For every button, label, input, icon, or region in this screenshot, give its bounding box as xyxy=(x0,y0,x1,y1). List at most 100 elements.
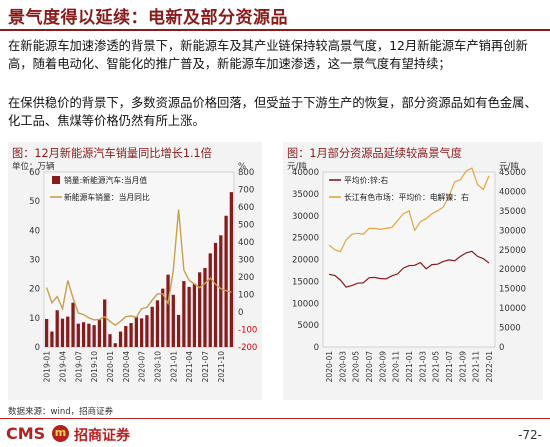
chart-1-bar xyxy=(103,299,107,347)
paragraph-2: 在保供稳价的背景下，多数资源品价格回落，但受益于下游生产的恢复，部分资源品如有色… xyxy=(8,96,537,128)
cms-badge-icon: m xyxy=(52,425,69,442)
cms-logo: CMS xyxy=(6,424,46,443)
data-source: 数据来源：wind，招商证券 xyxy=(8,407,114,417)
chart-1-bar xyxy=(203,267,207,347)
chart-1-bar xyxy=(129,323,133,347)
chart-1-right-tick: 200 xyxy=(238,273,254,283)
chart-1-x-tick: 2021-10 xyxy=(217,351,226,383)
chart-1-x-tick: 2019-07 xyxy=(74,351,83,383)
chart-1-x-tick: 2019-04 xyxy=(58,351,67,383)
chart-1-left-tick: 40 xyxy=(29,226,40,236)
chart-2-left-tick: 5000 xyxy=(297,321,319,331)
chart-1-bar xyxy=(161,288,165,347)
chart-2-right-tick: 0 xyxy=(499,343,504,353)
chart-1-left-tick: 60 xyxy=(29,168,40,178)
chart-2-right-tick: 10000 xyxy=(499,304,526,314)
chart-2-left-tick: 25000 xyxy=(292,234,319,244)
chart-1-right-tick: -100 xyxy=(238,326,257,336)
chart-1-bar xyxy=(176,314,181,347)
chart-resource-prices: 图：1月部分资源品延续较高景气度 元/吨 元/吨 0 5000 10000 15000 20… xyxy=(283,142,543,400)
chart-1-left-unit: 单位：万辆 xyxy=(12,161,55,172)
chart-1-bar xyxy=(187,286,191,347)
chart-1-right-tick: 100 xyxy=(238,291,254,301)
chart-1-legend-bar-swatch xyxy=(52,176,60,184)
chart-1-bar xyxy=(92,325,96,347)
chart-2-nickel-line xyxy=(328,167,490,253)
chart-1-title: 图：12月新能源汽车销量同比增长1.1倍 xyxy=(12,147,212,160)
chart-2-left-unit: 元/吨 xyxy=(287,161,307,172)
chart-2-legend-nickel-label: 长江有色市场：平均价：电解镍：右 xyxy=(344,192,469,202)
chart-1-bar xyxy=(208,253,212,347)
chart-2-x-tick: 2020-05 xyxy=(352,351,361,383)
chart-1-left-tick: 0 xyxy=(35,343,40,353)
chart-2-left-tick: 35000 xyxy=(292,190,319,200)
chart-1-left-tick: 30 xyxy=(29,256,40,266)
chart-1-x-tick: 2019-01 xyxy=(43,351,52,383)
chart-2-left-tick: 30000 xyxy=(292,212,319,222)
chart-1-bar xyxy=(182,281,186,347)
chart-1-bar xyxy=(55,310,59,347)
chart-1-bar xyxy=(145,315,149,347)
chart-1-left-tick: 20 xyxy=(29,285,40,295)
chart-2-x-tick: 2021-09 xyxy=(458,351,467,383)
title-underline xyxy=(0,29,550,31)
chart-2-x-tick: 2022-01 xyxy=(485,351,494,383)
chart-2-left-tick: 20000 xyxy=(292,256,319,266)
chart-2-left-tick: 15000 xyxy=(292,277,319,287)
chart-1-x-tick: 2021-07 xyxy=(201,351,210,383)
chart-1-right-tick: -200 xyxy=(238,343,257,353)
badge-glyph: m xyxy=(54,426,67,439)
chart-1-right-tick: 600 xyxy=(238,203,254,213)
chart-1-right-tick: 400 xyxy=(238,238,254,248)
footer-divider xyxy=(0,418,550,419)
chart-2-x-tick: 2020-01 xyxy=(325,351,334,383)
chart-1-bar xyxy=(219,235,223,347)
chart-1-x-tick: 2020-01 xyxy=(106,351,115,383)
chart-2-x-tick: 2021-05 xyxy=(432,351,441,383)
chart-1-x-tick: 2021-01 xyxy=(169,351,178,383)
chart-1-bar xyxy=(81,322,86,347)
chart-2-left-tick: 40000 xyxy=(292,168,319,178)
chart-2-right-tick: 20000 xyxy=(499,265,526,275)
title-bar: 景气度得以延续：电新及部分资源品 xyxy=(0,0,550,31)
chart-1-x-tick: 2020-04 xyxy=(122,351,131,383)
page-title: 景气度得以延续：电新及部分资源品 xyxy=(8,8,288,28)
chart-2-right-tick: 30000 xyxy=(499,226,526,236)
chart-2-right-tick: 5000 xyxy=(499,324,521,334)
chart-2-right-tick: 40000 xyxy=(499,187,526,197)
chart-1-bar xyxy=(97,319,102,347)
chart-2-title: 图：1月部分资源品延续较高景气度 xyxy=(287,147,462,160)
chart-1-bar xyxy=(66,316,70,347)
chart-1-bar xyxy=(155,300,160,347)
chart-1-bar xyxy=(140,318,144,347)
chart-1-left-tick: 50 xyxy=(29,197,40,207)
chart-1-bar xyxy=(45,319,49,347)
chart-1-right-tick: 0 xyxy=(238,308,243,318)
chart-1-bar xyxy=(150,306,154,347)
chart-1-bar xyxy=(192,283,197,347)
chart-2-x-tick: 2021-03 xyxy=(418,351,427,383)
chart-1-bar xyxy=(60,318,65,347)
chart-2-x-tick: 2021-01 xyxy=(405,351,414,383)
chart-1-svg: 单位：万辆 % 0 10 20 30 40 50 60 -200 -100 0 100 200 300 400… xyxy=(12,161,257,383)
chart-2-right-tick: 45000 xyxy=(499,168,526,178)
chart-1-x-tick: 2020-07 xyxy=(138,351,147,383)
company-name: 招商证券 xyxy=(74,428,130,444)
chart-2-right-tick: 25000 xyxy=(499,246,526,256)
chart-2-svg: 元/吨 元/吨 0 5000 10000 15000 20000 25000 30000 3500… xyxy=(287,161,526,383)
chart-2-zinc-line xyxy=(328,250,490,288)
chart-2-x-tick: 2021-11 xyxy=(472,351,481,383)
page-number: -72- xyxy=(518,428,542,442)
chart-1-right-tick: 500 xyxy=(238,221,254,231)
chart-1-bar xyxy=(224,215,228,347)
chart-1-bar xyxy=(124,326,128,347)
chart-1-legend-bar-label: 销量:新能源汽车:当月值 xyxy=(64,175,147,185)
chart-1-x-tick: 2020-10 xyxy=(153,351,162,383)
chart-1-right-tick: 800 xyxy=(238,168,254,178)
chart-1-right-unit: % xyxy=(238,162,246,172)
chart-1-bar xyxy=(113,343,117,347)
chart-1-bar xyxy=(213,242,218,347)
chart-1-bar xyxy=(76,323,80,347)
chart-ev-sales: 图：12月新能源汽车销量同比增长1.1倍 单位：万辆% 0 10 20 30 40 50 60… xyxy=(8,142,262,400)
chart-1-right-tick: 300 xyxy=(238,256,254,266)
